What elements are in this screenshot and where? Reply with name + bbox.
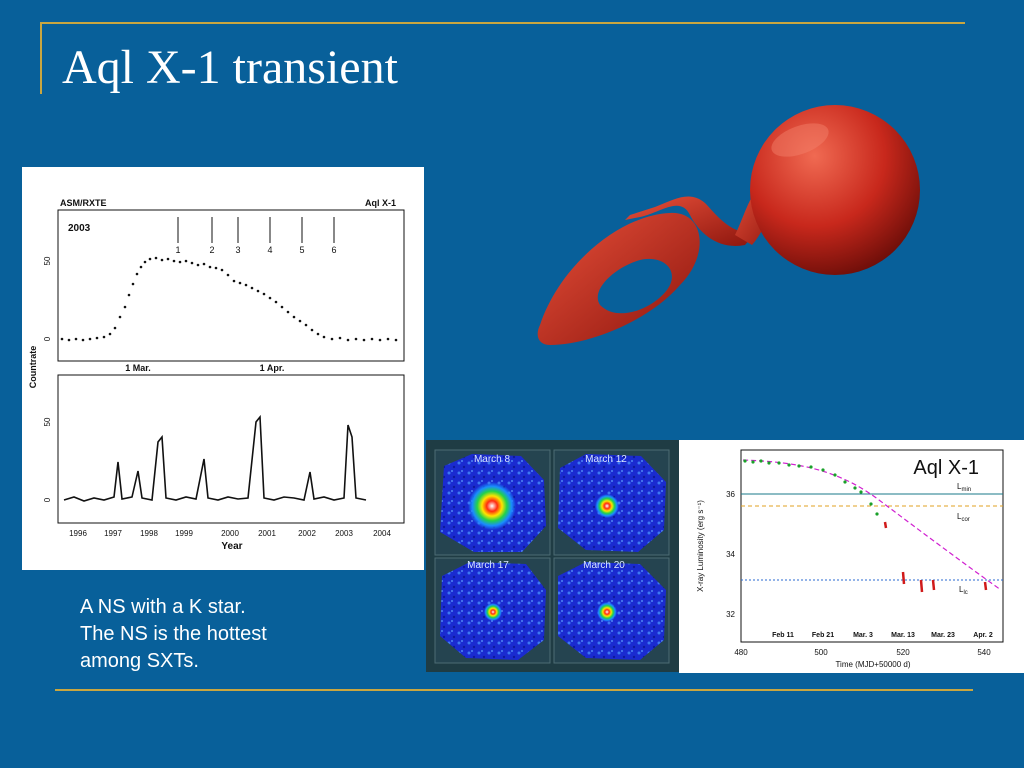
asm-xtick-2001: 2001 <box>258 529 276 538</box>
asm-header-right: Aql X-1 <box>365 198 396 208</box>
asm-xtick-1999: 1999 <box>175 529 193 538</box>
asm-ylabel: Countrate <box>28 346 38 389</box>
lum-title: Aql X-1 <box>913 457 979 479</box>
lum-date-feb11: Feb 11 <box>772 632 794 639</box>
lum-xtick-480: 480 <box>734 648 748 657</box>
top-rule <box>40 22 965 24</box>
lum-xtick-520: 520 <box>896 648 910 657</box>
asm-header-left: ASM/RXTE <box>60 198 107 208</box>
lum-ylabel: X-ray Luminosity (erg s⁻¹) <box>696 500 705 592</box>
slide-title: Aql X-1 transient <box>62 41 398 94</box>
asm-xtick-1996: 1996 <box>69 529 87 538</box>
xray-images-figure: March 8 March 12 March 17 March 20 <box>426 440 679 672</box>
lum-xlabel: Time (MJD+50000 d) <box>835 660 910 669</box>
bottom-rule <box>55 689 973 691</box>
xray-panel-4-label: March 20 <box>583 560 625 571</box>
left-rule <box>40 24 42 94</box>
lum-date-mar23: Mar. 23 <box>931 632 955 639</box>
accretion-stream <box>625 196 755 246</box>
asm-xtick-2004: 2004 <box>373 529 391 538</box>
lum-data-points-green <box>743 459 879 516</box>
outburst-label-3: 3 <box>235 245 240 255</box>
asm-bottom-series <box>63 414 367 502</box>
xray-panel-4: March 20 <box>553 557 670 664</box>
companion-star <box>750 105 920 275</box>
asm-bottom-axes <box>57 374 405 524</box>
luminosity-plot: Aql X-1 Lmin Lcor Llc 36 34 32 480 500 5… <box>679 440 1024 673</box>
caption-line-3: among SXTs. <box>80 650 199 672</box>
asm-xtick-1998: 1998 <box>140 529 158 538</box>
xray-panel-3-label: March 17 <box>467 560 509 571</box>
asm-top-ytick-50: 50 <box>43 256 52 265</box>
outburst-label-6: 6 <box>331 245 336 255</box>
lum-date-mar3: Mar. 3 <box>853 632 873 639</box>
lum-date-feb21: Feb 21 <box>812 632 834 639</box>
asm-top-axes <box>57 209 405 362</box>
asm-bottom-ytick-0: 0 <box>43 497 52 502</box>
outburst-label-2: 2 <box>209 245 214 255</box>
asm-bottom-ytick-50: 50 <box>43 417 52 426</box>
outburst-label-5: 5 <box>299 245 304 255</box>
caption-line-2: The NS is the hottest <box>80 623 267 645</box>
binary-star-render <box>537 105 920 345</box>
asm-lightcurve-figure: ASM/RXTE Aql X-1 2003 1 2 3 4 5 6 50 0 1… <box>22 167 424 570</box>
lcor-label: Lcor <box>957 512 970 523</box>
asm-top-xtick-mar: 1 Mar. <box>125 363 151 373</box>
asm-xlabel: Year <box>221 541 242 552</box>
accretion-disk <box>537 212 700 345</box>
llc-label: Llc <box>959 585 968 596</box>
xray-panel-2-label: March 12 <box>585 454 627 465</box>
asm-xtick-1997: 1997 <box>104 529 122 538</box>
star-highlight <box>771 123 829 157</box>
asm-xtick-2000: 2000 <box>221 529 239 538</box>
asm-top-points <box>60 256 398 342</box>
xray-panel-1-label: March 8 <box>474 454 511 465</box>
lum-ytick-36: 36 <box>726 490 735 499</box>
lmin-label: Lmin <box>957 482 971 493</box>
asm-xtick-2003: 2003 <box>335 529 353 538</box>
outburst-label-4: 4 <box>267 245 272 255</box>
lum-date-mar13: Mar. 13 <box>891 632 915 639</box>
outburst-label-1: 1 <box>175 245 180 255</box>
lum-axes <box>740 449 1004 643</box>
lum-ytick-34: 34 <box>726 550 735 559</box>
xray-panel-1: March 8 <box>434 449 551 556</box>
lum-ytick-32: 32 <box>726 610 735 619</box>
lum-xtick-540: 540 <box>977 648 991 657</box>
asm-year-label: 2003 <box>68 223 91 234</box>
lum-date-apr2: Apr. 2 <box>973 632 993 639</box>
asm-top-ytick-0: 0 <box>43 336 52 341</box>
decay-curve <box>742 459 1002 591</box>
outburst-markers <box>177 217 335 243</box>
asm-xtick-2002: 2002 <box>298 529 316 538</box>
lum-xtick-500: 500 <box>814 648 828 657</box>
asm-top-xtick-apr: 1 Apr. <box>260 363 285 373</box>
xray-panel-2: March 12 <box>553 449 670 556</box>
lum-data-points-red <box>883 521 988 593</box>
xray-panel-3: March 17 <box>434 557 551 664</box>
caption-line-1: A NS with a K star. <box>80 596 246 618</box>
slide-caption: A NS with a K star. The NS is the hottes… <box>80 594 340 675</box>
